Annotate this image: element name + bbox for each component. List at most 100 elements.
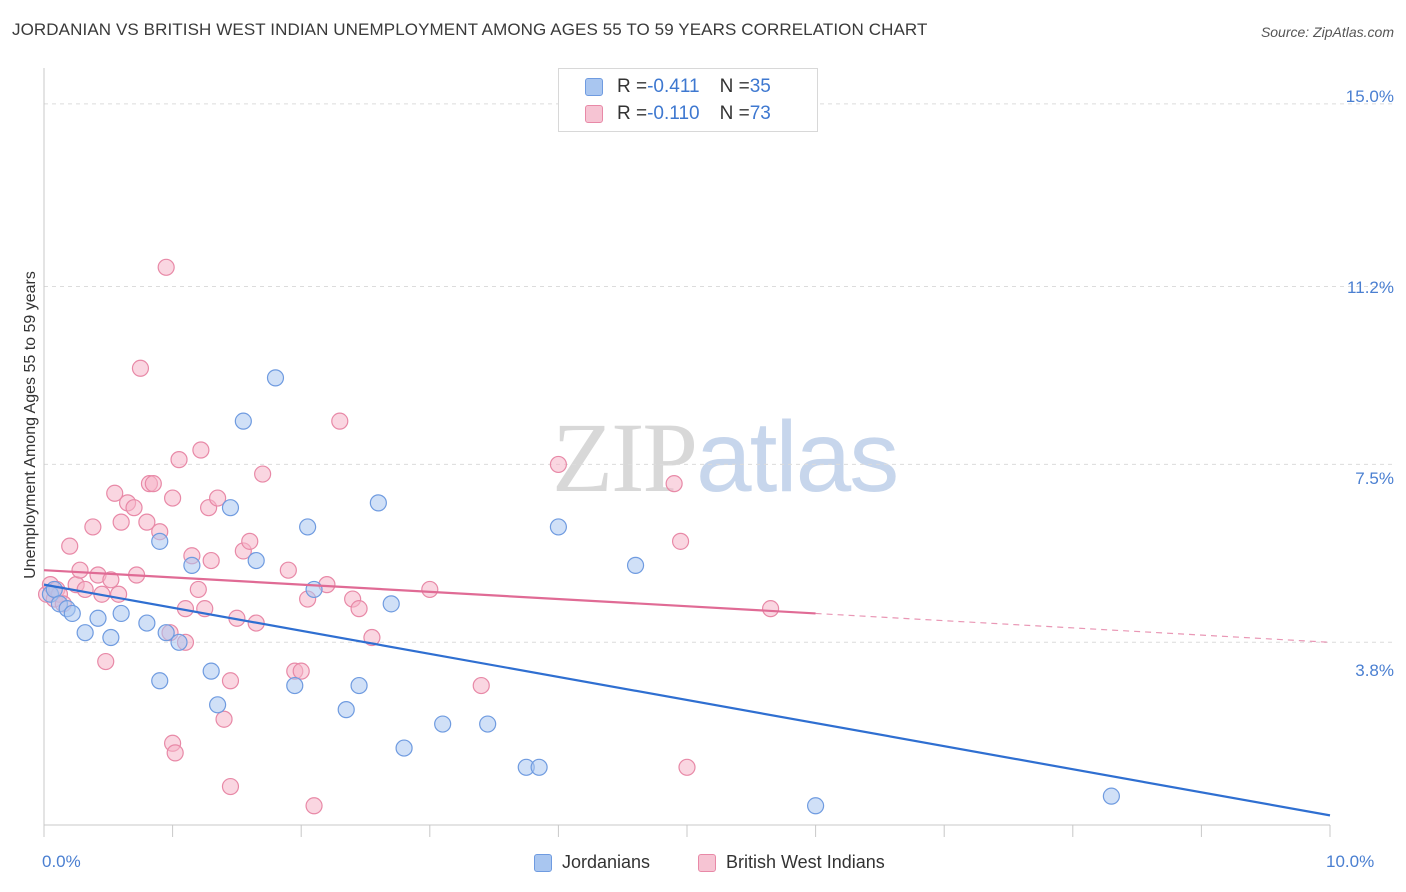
jordanian-point xyxy=(626,556,645,574)
british-west-indian-point xyxy=(192,441,210,459)
series-swatch-jordanians xyxy=(534,853,552,872)
british-west-indian-point xyxy=(279,561,297,579)
y-axis-label-wrap: Unemployment Among Ages 55 to 59 years xyxy=(17,100,45,750)
x-tick-label: 10.0% xyxy=(1326,852,1375,871)
british-west-indian-point xyxy=(144,475,162,493)
british-west-indian-point xyxy=(350,600,368,618)
source-label: Source: ZipAtlas.com xyxy=(1260,24,1394,40)
british-west-indian-point xyxy=(209,489,227,507)
jordanian-point xyxy=(202,662,220,680)
legend-n-label: N = xyxy=(719,76,750,97)
british-west-indian-point xyxy=(761,600,780,618)
british-west-indian-point xyxy=(241,532,259,550)
british-west-indian-point xyxy=(421,580,439,599)
jordanian-point xyxy=(247,551,265,570)
jordanian-point xyxy=(102,628,120,647)
jordanian-point xyxy=(157,624,175,642)
british-west-indian-point xyxy=(671,532,690,550)
british-west-indian-trend-line xyxy=(43,569,816,615)
legend-r-label: R = xyxy=(617,103,648,124)
british-west-indian-point xyxy=(215,710,233,728)
british-west-indian-point xyxy=(138,513,156,531)
jordanian-point xyxy=(209,696,227,714)
british-west-indian-point xyxy=(84,518,102,536)
jordanian-point xyxy=(183,556,201,574)
british-west-indian-point xyxy=(106,484,124,502)
y-axis-label: Unemployment Among Ages 55 to 59 years xyxy=(22,271,40,579)
jordanian-point xyxy=(170,633,188,651)
british-west-indian-point xyxy=(254,465,272,483)
legend-r-value: -0.110 xyxy=(647,103,700,124)
legend-n-value: 73 xyxy=(749,103,771,124)
chart-title: JORDANIAN VS BRITISH WEST INDIAN UNEMPLO… xyxy=(12,20,928,39)
british-west-indian-point xyxy=(112,513,130,531)
jordanian-point xyxy=(806,797,825,815)
legend-row-british-west-indians: R = -0.110 N = 73 xyxy=(585,101,771,127)
jordanian-point xyxy=(151,672,169,690)
british-west-indian-point xyxy=(678,758,696,776)
jordanian-point xyxy=(395,739,413,757)
jordanian-point xyxy=(479,715,497,733)
y-tick-label: 11.2% xyxy=(1347,278,1394,297)
jordanian-point xyxy=(234,412,252,430)
jordanian-point xyxy=(286,676,304,695)
british-west-indian-point xyxy=(131,359,150,377)
jordanian-point xyxy=(89,609,107,627)
series-legend-british-west-indians: British West Indians xyxy=(698,852,885,873)
british-west-indian-point xyxy=(363,628,381,647)
british-west-indian-point xyxy=(61,537,79,555)
jordanian-point xyxy=(337,701,355,719)
jordanian-point xyxy=(530,758,548,776)
british-west-indian-point xyxy=(549,455,568,474)
series-swatch-british-west-indians xyxy=(698,853,716,872)
series-legend-jordanians: Jordanians xyxy=(534,852,650,873)
british-west-indian-point xyxy=(221,777,240,796)
jordanian-point xyxy=(45,580,63,599)
british-west-indian-point xyxy=(292,662,310,680)
jordanian-point xyxy=(266,369,285,387)
jordanian-point xyxy=(369,494,387,512)
jordanian-trend-line xyxy=(43,583,1331,817)
british-west-indian-point xyxy=(125,499,143,517)
british-west-indian-point xyxy=(97,652,115,671)
jordanian-point xyxy=(350,676,368,695)
british-west-indian-point xyxy=(189,580,207,599)
british-west-indian-point xyxy=(166,744,184,762)
legend-n-label: N = xyxy=(719,103,750,124)
jordanian-point xyxy=(1102,787,1120,805)
y-tick-label: 15.0% xyxy=(1345,87,1394,106)
british-west-indian-point xyxy=(665,475,683,493)
jordanian-point xyxy=(221,499,240,517)
british-west-indian-point xyxy=(221,672,240,690)
correlation-legend: R = -0.411 N = 35 R = -0.110 N = 73 xyxy=(558,68,818,132)
series-legend-label: British West Indians xyxy=(726,852,885,872)
jordanian-point xyxy=(382,595,400,613)
british-west-indian-point xyxy=(157,258,175,276)
british-west-indian-point xyxy=(170,451,188,469)
legend-row-jordanians: R = -0.411 N = 35 xyxy=(585,74,771,100)
jordanian-point xyxy=(434,715,452,733)
legend-n-value: 35 xyxy=(749,76,771,97)
jordanian-point xyxy=(112,604,130,623)
y-tick-label: 3.8% xyxy=(1355,661,1394,680)
jordanian-point xyxy=(305,580,323,599)
british-west-indian-trend-extension xyxy=(815,612,1331,643)
british-west-indian-point xyxy=(71,561,89,579)
jordanian-point xyxy=(76,624,94,642)
jordanian-point xyxy=(299,518,317,536)
series-legend-label: Jordanians xyxy=(562,852,651,872)
british-west-indian-point xyxy=(164,489,182,507)
legend-r-label: R = xyxy=(617,76,648,97)
british-west-indian-point xyxy=(102,571,120,589)
jordanian-point xyxy=(138,614,156,632)
legend-r-value: -0.411 xyxy=(647,76,700,97)
british-west-indian-point xyxy=(305,797,323,815)
jordanian-point xyxy=(549,518,568,536)
jordanian-point xyxy=(151,532,169,550)
y-tick-label: 7.5% xyxy=(1355,469,1394,488)
british-west-indian-point xyxy=(76,580,94,599)
legend-swatch-jordanians xyxy=(585,78,603,96)
british-west-indian-point xyxy=(202,551,220,570)
british-west-indian-point xyxy=(331,412,349,430)
